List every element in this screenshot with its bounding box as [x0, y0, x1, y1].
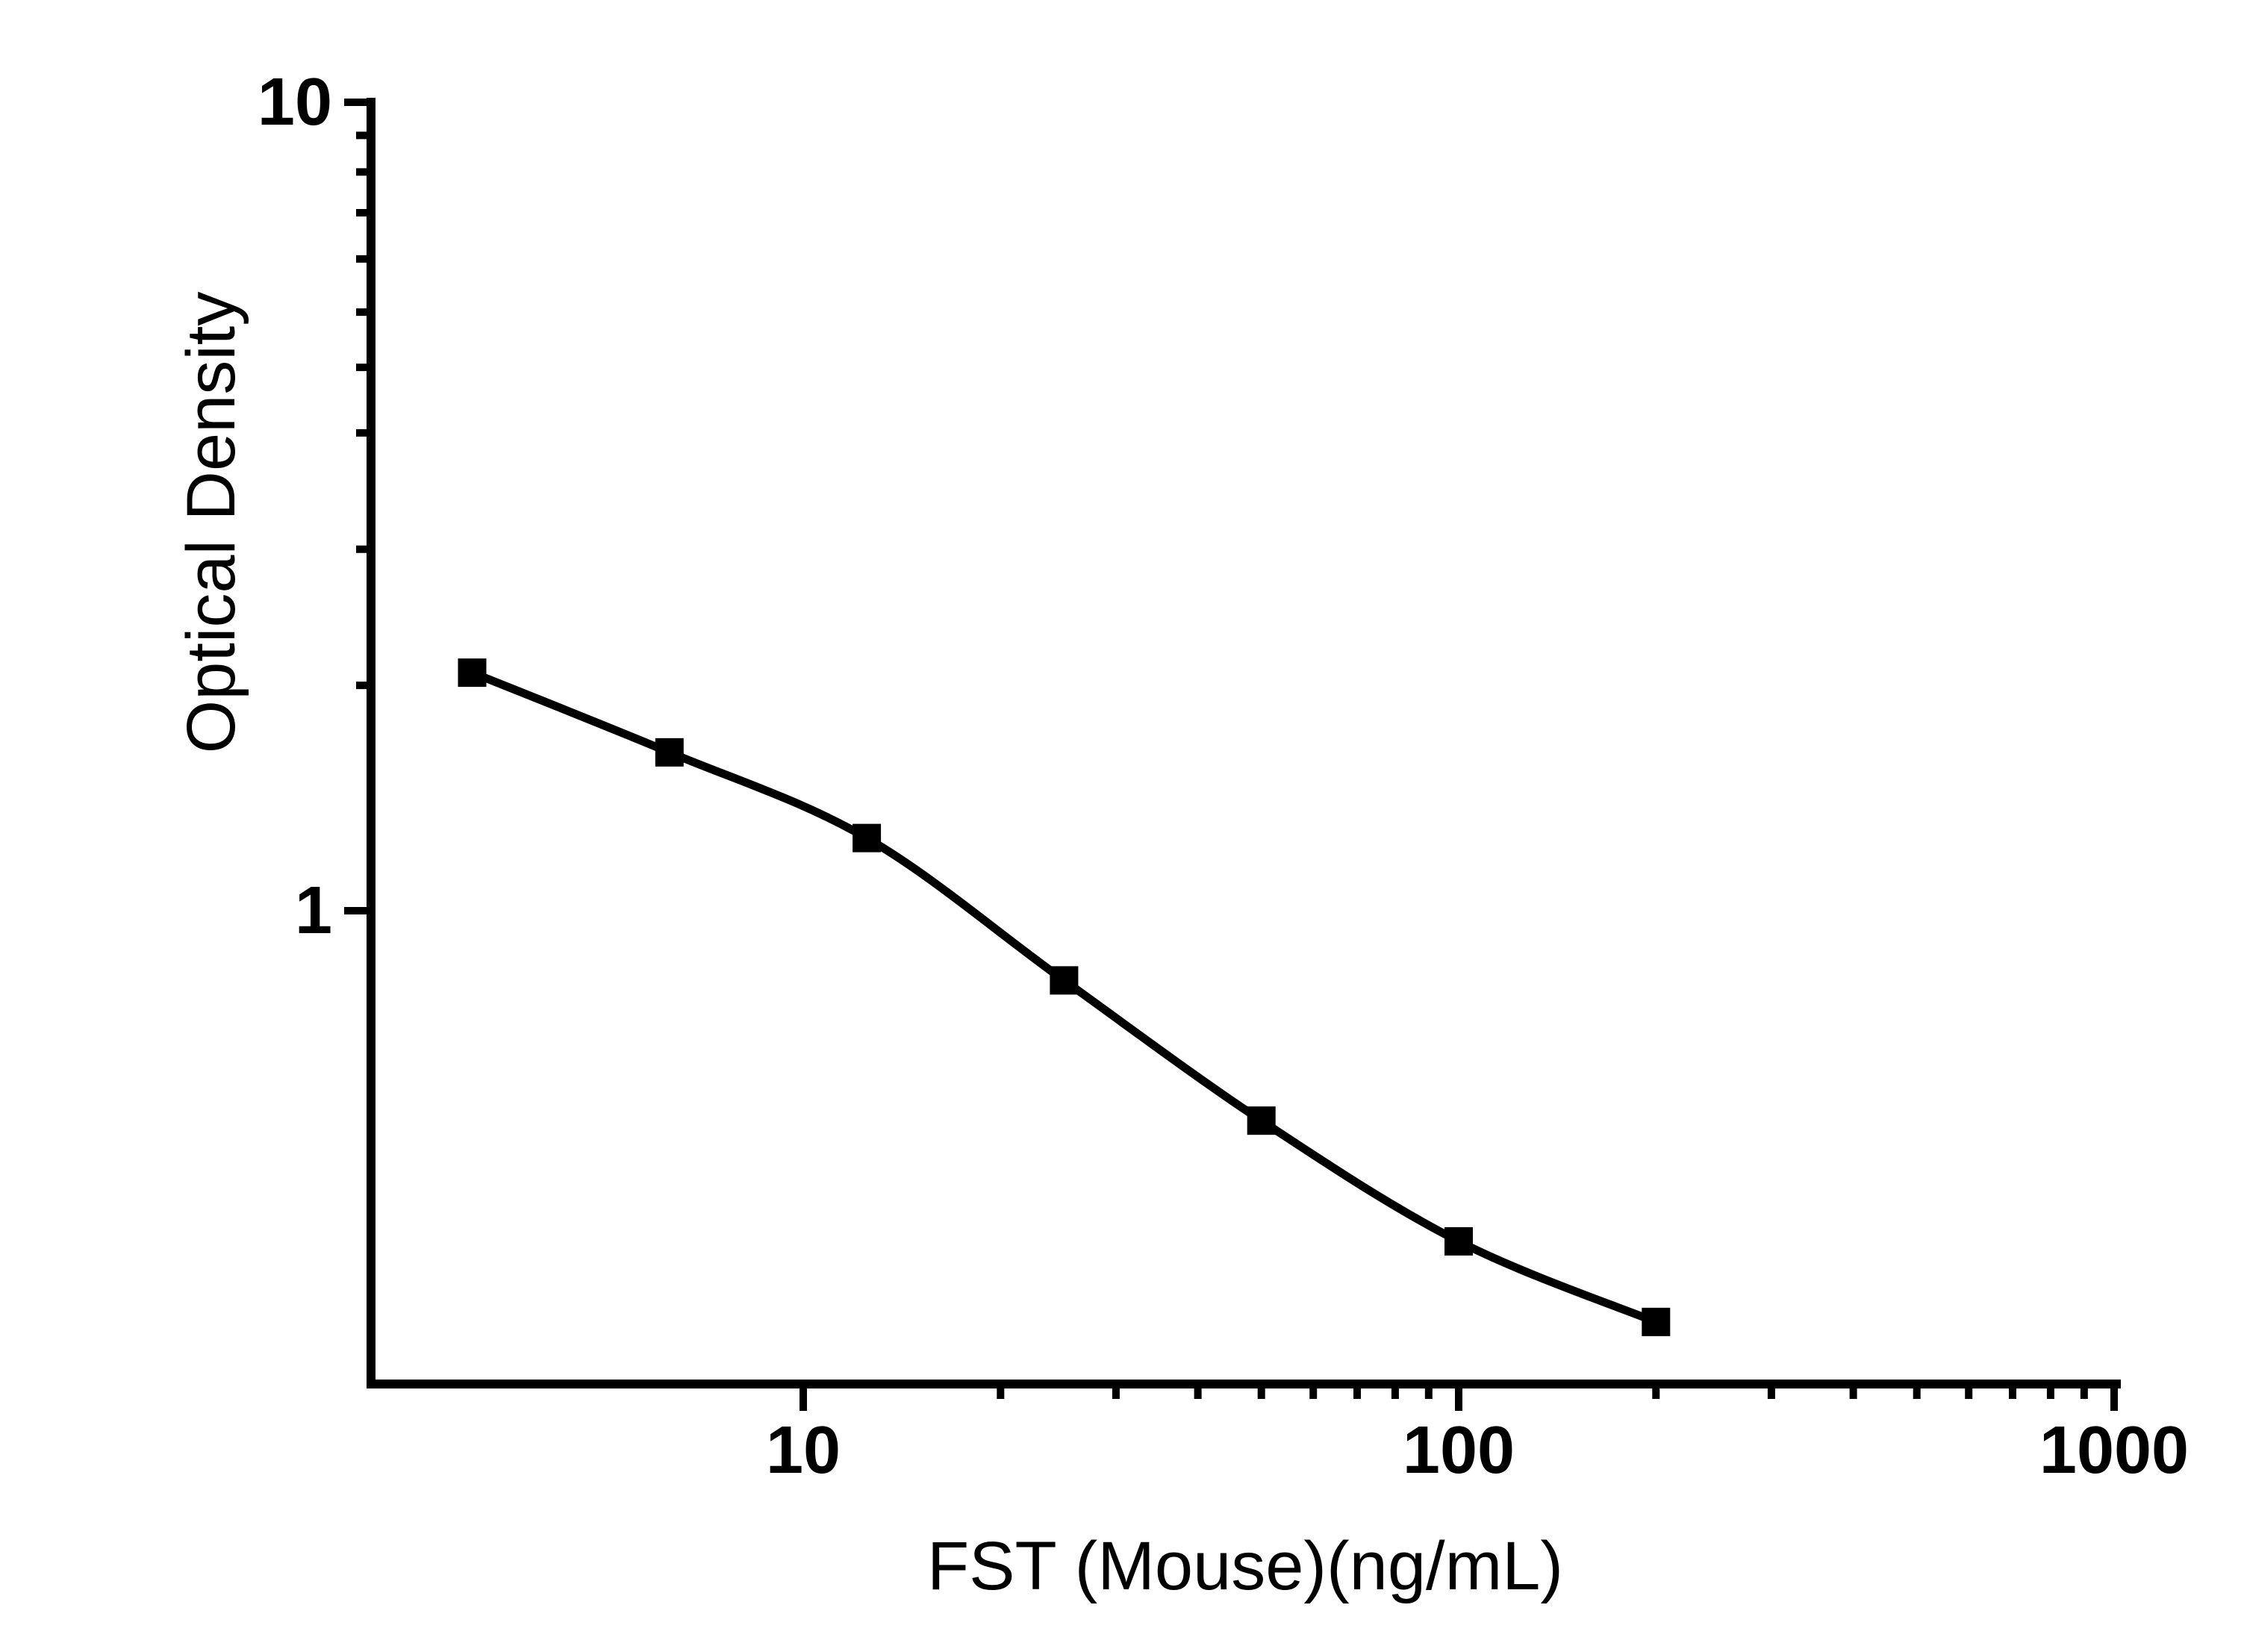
- x-axis-title: FST (Mouse)(ng/mL): [926, 1528, 1564, 1604]
- y-tick-label-1: 1: [294, 873, 332, 948]
- data-point-marker: [1444, 1226, 1473, 1256]
- x-tick-label-10: 10: [765, 1413, 841, 1488]
- y-tick-label-10: 10: [257, 65, 332, 140]
- data-point-marker: [655, 738, 684, 767]
- x-tick-label-1000: 1000: [2039, 1413, 2190, 1488]
- data-point-marker: [1247, 1106, 1276, 1135]
- standard-curve-line: [470, 668, 1658, 1326]
- data-point-marker: [853, 823, 882, 853]
- data-point-marker: [1050, 966, 1079, 995]
- x-tick-label-100: 100: [1402, 1413, 1515, 1488]
- y-axis-title: Optical Density: [173, 291, 249, 754]
- data-point-marker: [1642, 1307, 1671, 1336]
- data-point-marker: [458, 658, 487, 688]
